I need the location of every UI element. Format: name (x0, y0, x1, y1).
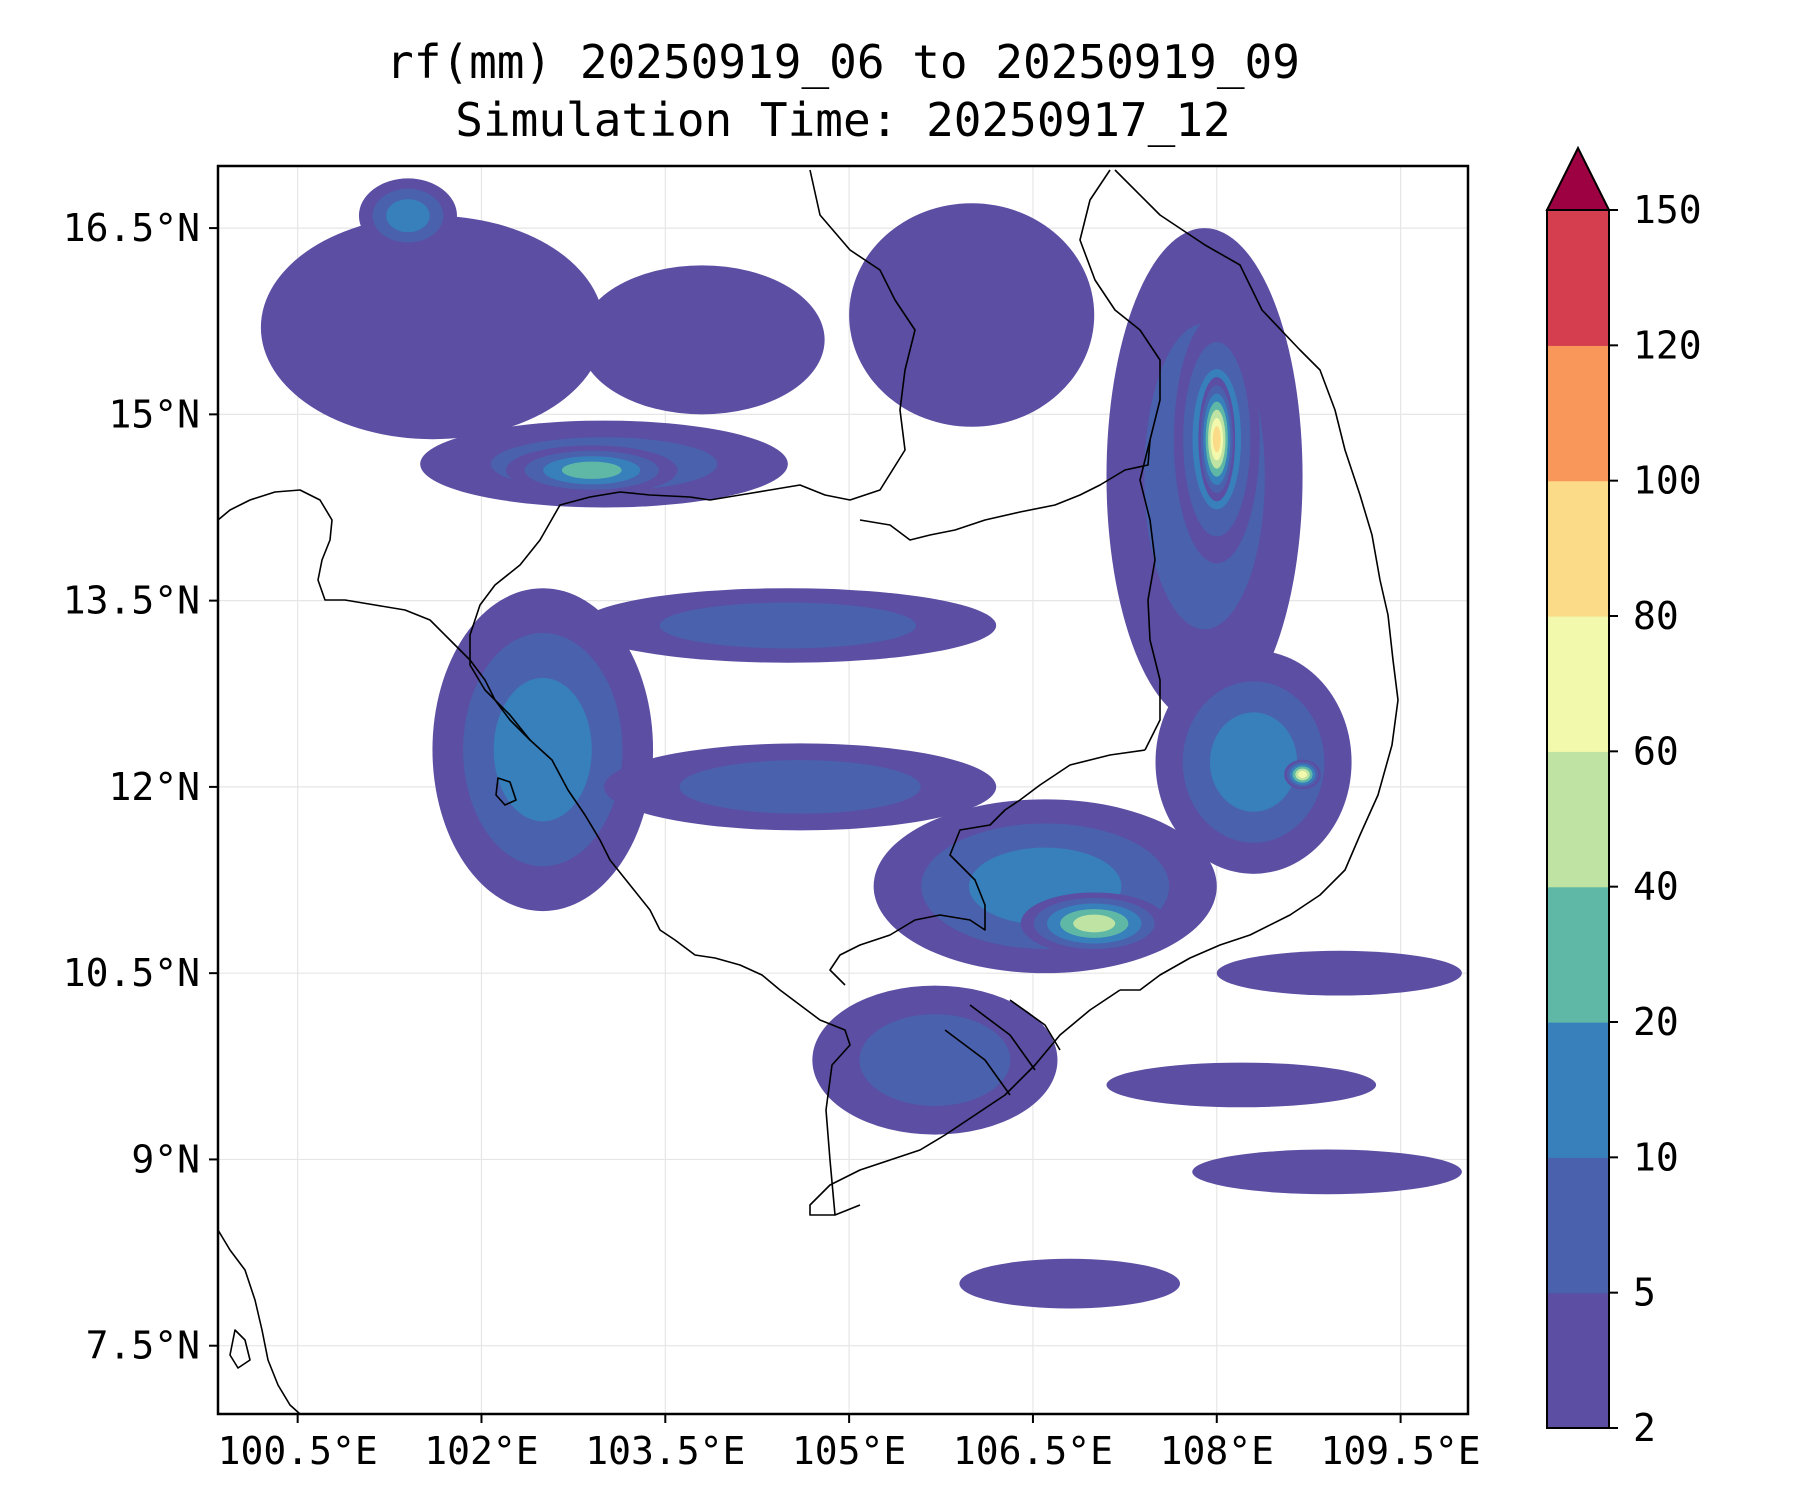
colorbar-segment-6 (1547, 480, 1609, 617)
rain-area-highlands-core-level-5 (1298, 770, 1308, 779)
mekong-channel-2 (969, 1004, 1036, 1071)
lat-tick-label: 15°N (108, 392, 200, 436)
rain-area-sea-band-2-level-0 (1216, 950, 1462, 996)
lat-tick-label: 10.5°N (63, 951, 200, 995)
mekong-delta-coast (809, 989, 1121, 1216)
lon-tick-label: 106.5°E (953, 1429, 1113, 1473)
colorbar-tick-label: 40 (1633, 865, 1679, 909)
colorbar: 2 5 10 20 40 60 80 100 120 150 (1545, 145, 1702, 1450)
island-1 (229, 1329, 251, 1369)
lat-tick-label: 16.5°N (63, 206, 200, 250)
laos-thailand-border (689, 169, 916, 501)
colorbar-tick-label: 120 (1633, 323, 1702, 367)
colorbar-segment-5 (1547, 616, 1609, 752)
colorbar-extend-arrow (1545, 145, 1611, 211)
rain-area-northwest-bands-level-0 (260, 215, 605, 440)
rain-area-southeast-core-level-4 (1073, 914, 1116, 933)
colorbar-segment-4 (1547, 751, 1609, 888)
rain-area-mekong-delta-level-1 (859, 1014, 1011, 1106)
coastlines-and-borders (218, 169, 1399, 1414)
colorbar-segment-7 (1547, 345, 1609, 482)
colorbar-tick-label: 150 (1633, 188, 1702, 232)
rain-area-cambodia-west-band-level-2 (493, 677, 592, 822)
lon-tick-label: 100.5°E (218, 1429, 378, 1473)
colorbar-tick-label: 20 (1633, 1000, 1679, 1044)
lon-tick-label: 103.5°E (585, 1429, 745, 1473)
rain-area-central-highlands-level-2 (1209, 712, 1298, 812)
rain-area-north-band-core-level-3 (561, 461, 622, 479)
colorbar-segment-0 (1547, 1292, 1609, 1429)
colorbar-tick-label: 100 (1633, 459, 1702, 503)
colorbar-segment-1 (1547, 1157, 1609, 1294)
map-frame (216, 164, 1470, 1416)
colorbar-tick-label: 10 (1633, 1135, 1679, 1179)
colorbar-segment-8 (1547, 210, 1609, 346)
map-title-line2: Simulation Time: 20250917_12 (455, 93, 1230, 147)
colorbar-tick-label: 2 (1633, 1406, 1656, 1450)
island-2 (495, 777, 517, 806)
rain-area-sea-band-4-level-0 (959, 1258, 1181, 1309)
lon-tick-label: 102°E (424, 1429, 538, 1473)
lat-tick-label: 12°N (108, 765, 200, 809)
rain-area-north-central-level-0 (579, 265, 825, 415)
rain-area-northwest-core-1-level-2 (386, 199, 430, 233)
rain-area-laos-east-level-0 (849, 203, 1095, 427)
map-title-line1: rf(mm) 20250919_06 to 20250919_09 (386, 35, 1300, 89)
cambodia-north-border (469, 491, 691, 741)
lat-tick-label: 9°N (131, 1137, 200, 1181)
latitude-ticks: 16.5°N 15°N 13.5°N 12°N 10.5°N 9°N 7.5°N (63, 206, 218, 1368)
rain-area-sea-band-3-level-0 (1192, 1149, 1462, 1195)
colorbar-segment-3 (1547, 886, 1609, 1023)
cambodia-vietnam-border (829, 749, 1146, 986)
laos-cambodia-border (859, 439, 1151, 541)
longitude-ticks: 100.5°E 102°E 103.5°E 105°E 106.5°E 108°E 109.… (218, 1414, 1481, 1473)
colorbar-tick-label: 5 (1633, 1271, 1656, 1315)
thai-peninsula-coast (218, 1229, 301, 1414)
gulf-of-thailand-coast (218, 489, 851, 1216)
map-panel: 100.5°E 102°E 103.5°E 105°E 106.5°E 108°E 109.… (63, 164, 1481, 1473)
mekong-channel-1 (944, 1029, 1011, 1096)
rainfall-fields (260, 178, 1462, 1309)
colorbar-segment-2 (1547, 1022, 1609, 1158)
rain-area-vietnam-central-peak-level-6 (1212, 426, 1221, 453)
rain-area-sea-band-1-level-0 (1106, 1062, 1377, 1108)
rain-area-tonle-sap-north-band-level-1 (659, 602, 917, 649)
rain-area-cambodia-central-band-level-1 (679, 760, 921, 814)
colorbar-tick-label: 60 (1633, 729, 1679, 773)
lon-tick-label: 108°E (1160, 1429, 1274, 1473)
lat-tick-label: 13.5°N (63, 579, 200, 623)
lon-tick-label: 109.5°E (1321, 1429, 1481, 1473)
lat-tick-label: 7.5°N (86, 1324, 200, 1368)
colorbar-tick-label: 80 (1633, 594, 1679, 638)
lon-tick-label: 105°E (792, 1429, 906, 1473)
colorbar-frame (1546, 209, 1610, 1429)
mekong-channel-3 (1009, 999, 1061, 1051)
vietnam-coastline (1114, 169, 1399, 991)
vietnam-laos-border (1079, 169, 1161, 751)
